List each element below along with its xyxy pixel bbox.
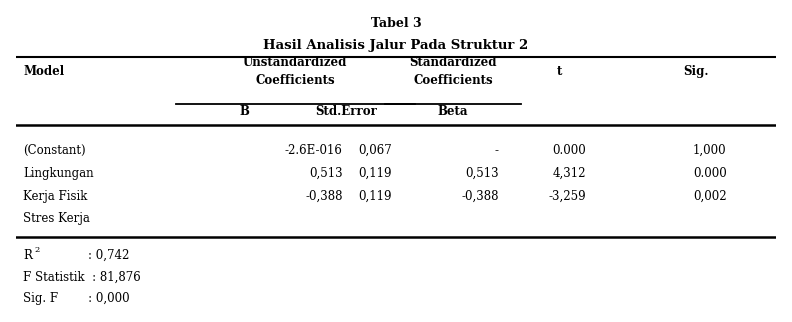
- Text: R: R: [24, 249, 32, 262]
- Text: -3,259: -3,259: [548, 190, 586, 203]
- Text: Sig.: Sig.: [683, 65, 709, 78]
- Text: (Constant): (Constant): [24, 144, 86, 157]
- Text: Kerja Fisik: Kerja Fisik: [24, 190, 88, 203]
- Text: Stres Kerja: Stres Kerja: [24, 212, 90, 225]
- Text: 0,119: 0,119: [359, 167, 392, 180]
- Text: Beta: Beta: [438, 105, 468, 118]
- Text: Std.Error: Std.Error: [316, 105, 378, 118]
- Text: 0.000: 0.000: [693, 167, 727, 180]
- Text: 0,067: 0,067: [359, 144, 392, 157]
- Text: -2.6E-016: -2.6E-016: [285, 144, 343, 157]
- Text: Coefficients: Coefficients: [256, 74, 335, 87]
- Text: -0,388: -0,388: [305, 190, 343, 203]
- Text: F Statistik  : 81,876: F Statistik : 81,876: [24, 270, 141, 283]
- Text: 1,000: 1,000: [693, 144, 727, 157]
- Text: 0,119: 0,119: [359, 190, 392, 203]
- Text: 4,312: 4,312: [553, 167, 586, 180]
- Text: Tabel 3: Tabel 3: [371, 17, 421, 30]
- Text: 2: 2: [34, 246, 40, 254]
- Text: t: t: [557, 65, 562, 78]
- Text: B: B: [239, 105, 249, 118]
- Text: -: -: [495, 144, 499, 157]
- Text: 0,513: 0,513: [309, 167, 343, 180]
- Text: Lingkungan: Lingkungan: [24, 167, 94, 180]
- Text: Model: Model: [24, 65, 65, 78]
- Text: Sig. F        : 0,000: Sig. F : 0,000: [24, 292, 130, 305]
- Text: 0.000: 0.000: [552, 144, 586, 157]
- Text: 0,002: 0,002: [693, 190, 727, 203]
- Text: 0,513: 0,513: [465, 167, 499, 180]
- Text: Hasil Analisis Jalur Pada Struktur 2: Hasil Analisis Jalur Pada Struktur 2: [264, 39, 528, 52]
- Text: : 0,742: : 0,742: [88, 249, 129, 262]
- Text: -0,388: -0,388: [461, 190, 499, 203]
- Text: Standardized: Standardized: [409, 56, 497, 69]
- Text: Unstandardized: Unstandardized: [243, 56, 348, 69]
- Text: Coefficients: Coefficients: [413, 74, 493, 87]
